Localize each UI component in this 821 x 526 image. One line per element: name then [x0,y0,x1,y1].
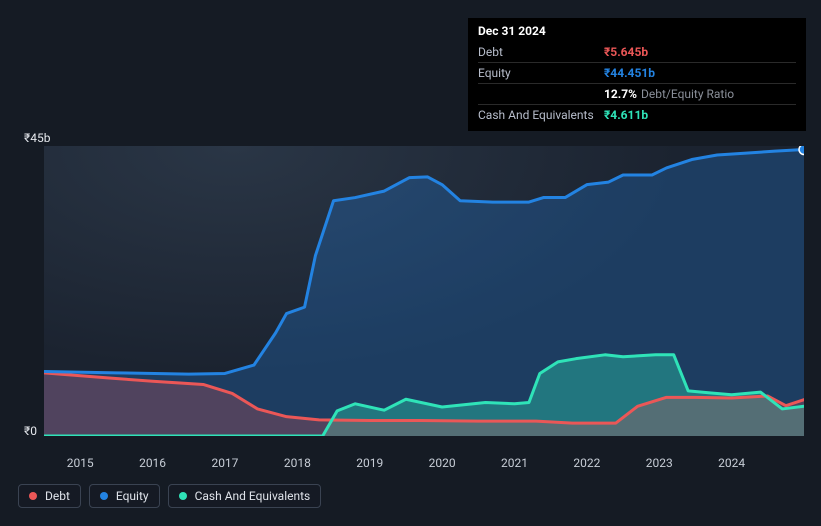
legend-item-cash-and-equivalents[interactable]: Cash And Equivalents [168,484,322,508]
legend-dot [29,492,37,500]
x-axis-tick: 2019 [356,456,383,470]
x-axis-tick: 2021 [501,456,528,470]
end-marker [799,146,804,155]
tooltip-row: Cash And Equivalents₹4.611b [478,104,796,125]
tooltip-row-label: Cash And Equivalents [478,108,604,122]
x-axis-tick: 2022 [573,456,600,470]
legend-item-debt[interactable]: Debt [18,484,81,508]
x-axis-tick: 2016 [139,456,166,470]
tooltip-row: Equity₹44.451b [478,62,796,83]
legend-item-label: Equity [116,489,149,503]
tooltip-row-value: 12.7% [604,87,637,101]
legend-item-label: Cash And Equivalents [195,489,311,503]
x-axis-tick: 2018 [284,456,311,470]
x-axis-tick: 2024 [718,456,745,470]
chart-plot-area[interactable] [44,146,804,436]
legend-dot [100,492,108,500]
tooltip-row-value: ₹5.645b [604,45,648,59]
y-axis-tick-max: ₹45b [24,131,50,145]
x-axis-tick: 2015 [67,456,94,470]
legend-item-equity[interactable]: Equity [89,484,160,508]
tooltip-row-value: ₹44.451b [604,66,655,80]
tooltip-row: 12.7% Debt/Equity Ratio [478,83,796,104]
chart-svg [44,146,804,436]
x-axis-tick: 2020 [429,456,456,470]
legend-dot [179,492,187,500]
tooltip-row: Debt₹5.645b [478,42,796,62]
x-axis-tick: 2017 [211,456,238,470]
tooltip-row-label: Debt [478,45,604,59]
legend-item-label: Debt [45,489,70,503]
y-axis-tick-min: ₹0 [24,424,37,438]
x-axis-tick: 2023 [646,456,673,470]
tooltip-row-suffix: Debt/Equity Ratio [641,87,734,101]
chart-legend: Debt Equity Cash And Equivalents [18,484,321,508]
tooltip-row-label: Equity [478,66,604,80]
tooltip-row-value: ₹4.611b [604,108,648,122]
tooltip-date: Dec 31 2024 [478,24,796,38]
chart-tooltip: Dec 31 2024 Debt₹5.645bEquity₹44.451b12.… [468,18,806,131]
